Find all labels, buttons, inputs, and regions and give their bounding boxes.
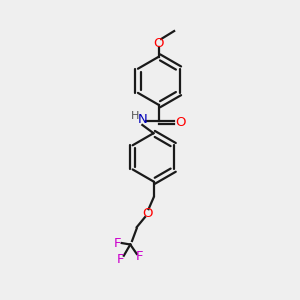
Text: N: N <box>137 113 147 126</box>
Text: H: H <box>130 110 139 121</box>
Text: O: O <box>154 37 164 50</box>
Text: O: O <box>142 206 152 220</box>
Text: F: F <box>114 236 122 250</box>
Text: O: O <box>175 116 185 129</box>
Text: F: F <box>136 250 143 263</box>
Text: F: F <box>117 253 124 266</box>
